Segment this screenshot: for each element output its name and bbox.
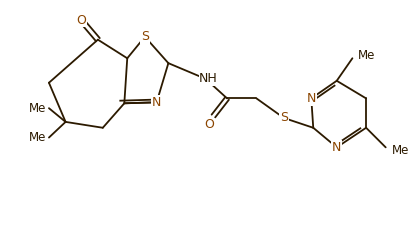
Text: O: O — [204, 118, 214, 131]
Text: Me: Me — [29, 102, 46, 115]
Text: N: N — [331, 141, 341, 154]
Text: Me: Me — [391, 144, 408, 157]
Text: N: N — [152, 96, 161, 109]
Text: N: N — [306, 92, 315, 105]
Text: Me: Me — [357, 49, 375, 62]
Text: S: S — [141, 30, 148, 43]
Text: Me: Me — [29, 131, 46, 144]
Text: O: O — [76, 14, 86, 27]
Text: S: S — [279, 111, 287, 124]
Text: NH: NH — [199, 72, 217, 85]
